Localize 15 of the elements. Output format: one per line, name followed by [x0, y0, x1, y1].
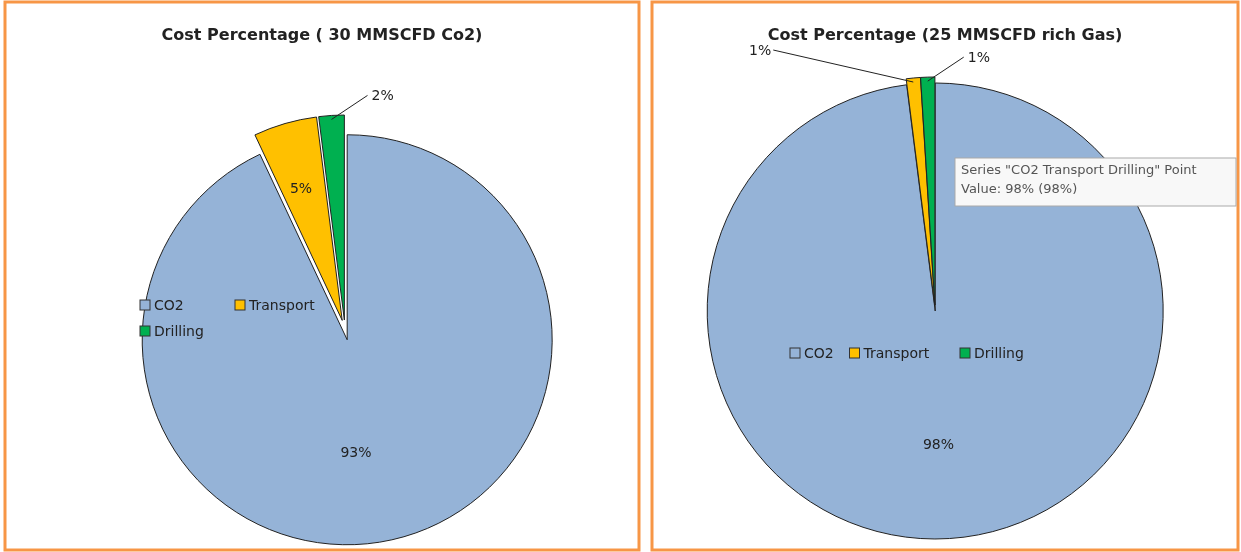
data-label: 1%	[749, 42, 772, 59]
chart-title: Cost Percentage (25 MMSCFD rich Gas)	[767, 25, 1123, 44]
legend-label: Transport	[862, 345, 930, 361]
tooltip: Series "CO2 Transport Drilling" Point Value: 98% (98%)	[954, 157, 1237, 207]
data-label: 1%	[967, 49, 990, 66]
data-label: 93%	[340, 444, 372, 461]
legend-label: Transport	[248, 297, 316, 313]
chart-title: Cost Percentage ( 30 MMSCFD Co2)	[161, 25, 483, 44]
data-label: 2%	[371, 87, 394, 104]
legend-label: CO2	[804, 345, 834, 361]
legend-label: Drilling	[154, 323, 204, 339]
legend-label: CO2	[154, 297, 184, 313]
data-label: 5%	[289, 180, 313, 197]
data-label: 98%	[922, 436, 955, 453]
legend-label: Drilling	[974, 345, 1024, 361]
